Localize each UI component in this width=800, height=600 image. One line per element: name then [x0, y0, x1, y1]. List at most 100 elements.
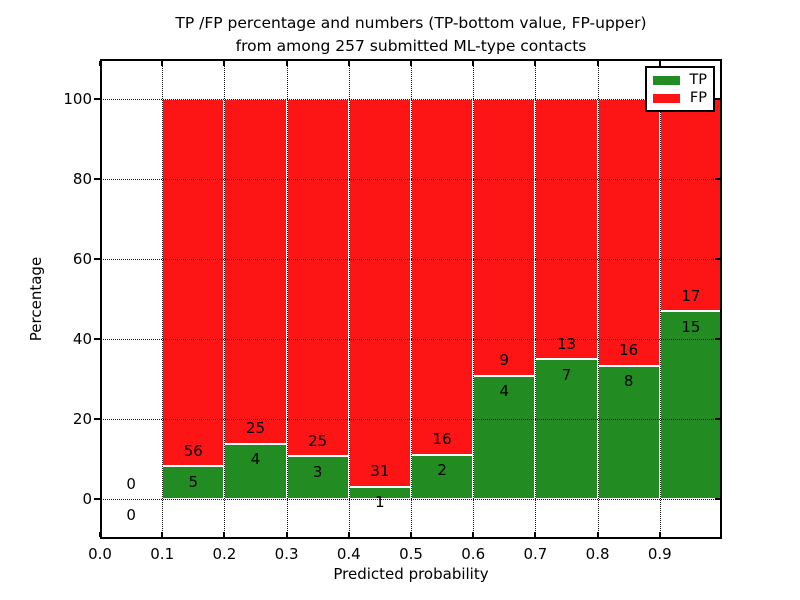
bar-segment-fp — [286, 99, 349, 457]
x-tick-mark-top — [223, 61, 226, 66]
x-tick-mark-bottom — [99, 532, 101, 537]
x-tick-mark-top — [596, 61, 599, 66]
bar-count-label-fp: 16 — [619, 341, 639, 360]
x-tick-mark-bottom — [161, 532, 164, 537]
bar-count-label-fp: 0 — [126, 474, 136, 493]
bar-count-label-fp: 9 — [499, 351, 510, 370]
x-tick-mark-top — [99, 61, 101, 66]
bar-count-label-fp: 13 — [556, 334, 577, 353]
x-tick-label: 0.0 — [88, 545, 112, 563]
bar-count-label-fp: 25 — [308, 431, 328, 450]
bar-count-label-tp: 5 — [188, 472, 199, 491]
x-tick-mark-bottom — [285, 532, 288, 537]
bar-segment-fp — [162, 99, 225, 467]
gridline-x — [659, 59, 661, 539]
x-tick-mark-top — [658, 61, 661, 66]
bar-count-label-tp: 7 — [561, 365, 572, 384]
legend-swatch-fp-icon — [653, 93, 680, 103]
chart-title: TP /FP percentage and numbers (TP-bottom… — [100, 12, 722, 58]
gridline-x — [473, 59, 475, 539]
legend-entry-fp: FP — [653, 90, 707, 106]
x-tick-label: 0.9 — [647, 545, 672, 563]
y-tick-mark-left — [94, 498, 100, 500]
bar-segment-tp — [411, 454, 474, 499]
bar-count-label-fp: 17 — [681, 286, 701, 305]
x-tick-mark-bottom — [472, 532, 475, 537]
chart-title-line2: from among 257 submitted ML-type contact… — [235, 37, 587, 55]
x-axis-label: Predicted probability — [333, 565, 489, 583]
x-tick-mark-top — [410, 61, 412, 66]
gridline-x — [535, 59, 537, 539]
legend: TP FP — [645, 66, 715, 112]
legend-label-tp: TP — [689, 72, 707, 88]
gridline-x — [411, 59, 412, 539]
bar-segment-tp — [597, 365, 660, 499]
x-tick-mark-top — [534, 61, 537, 66]
x-tick-mark-bottom — [410, 532, 412, 537]
legend-label-fp: FP — [689, 90, 707, 106]
y-tick-mark-left — [94, 178, 100, 180]
bar-segment-fp — [411, 99, 474, 455]
x-tick-label: 0.5 — [399, 545, 423, 563]
gridline-x — [224, 59, 226, 539]
bar-segment-fp — [659, 99, 722, 312]
legend-swatch-tp-icon — [653, 75, 680, 85]
bar-count-label-tp: 1 — [375, 493, 385, 512]
gridline-x — [286, 59, 288, 539]
x-tick-mark-bottom — [658, 532, 661, 537]
y-tick-mark-right — [715, 338, 720, 340]
gridline-x — [162, 59, 164, 539]
y-tick-mark-right — [715, 258, 720, 260]
bar-segment-fp — [348, 99, 411, 487]
x-tick-label: 0.7 — [523, 545, 548, 563]
x-tick-label: 0.2 — [212, 545, 237, 563]
plot-area — [94, 59, 722, 539]
bar-count-label-tp: 15 — [681, 317, 701, 336]
x-tick-mark-bottom — [347, 532, 350, 537]
bar-count-label-tp: 4 — [250, 450, 261, 469]
y-tick-mark-right — [715, 418, 720, 420]
x-tick-mark-top — [285, 61, 288, 66]
bar-count-label-fp: 25 — [245, 419, 266, 438]
y-tick-mark-right — [715, 498, 720, 500]
bar-count-label-fp: 16 — [432, 430, 452, 449]
gridline-x — [597, 59, 599, 539]
bar-segment-fp — [473, 99, 536, 376]
y-tick-mark-left — [94, 338, 100, 340]
chart-title-line1: TP /FP percentage and numbers (TP-bottom… — [175, 14, 647, 32]
y-tick-label: 60 — [72, 250, 92, 268]
legend-entry-tp: TP — [653, 72, 707, 88]
y-tick-mark-right — [715, 178, 720, 180]
y-tick-label: 40 — [72, 330, 92, 348]
bar-count-label-tp: 0 — [126, 505, 136, 524]
bar-count-label-tp: 8 — [623, 372, 634, 391]
bar-segment-fp — [597, 99, 660, 366]
bar-count-label-fp: 31 — [370, 462, 390, 481]
gridline-x — [348, 59, 350, 539]
bar-count-label-tp: 4 — [499, 382, 510, 401]
x-tick-label: 0.1 — [150, 545, 175, 563]
y-tick-label: 20 — [72, 410, 92, 428]
y-tick-mark-left — [94, 258, 100, 260]
bar-count-label-tp: 2 — [437, 461, 447, 480]
x-tick-mark-top — [347, 61, 350, 66]
y-tick-mark-right — [715, 98, 720, 100]
y-tick-mark-left — [94, 98, 100, 100]
y-tick-mark-left — [94, 418, 100, 420]
x-tick-mark-bottom — [534, 532, 537, 537]
bar-segment-tp — [535, 359, 598, 499]
x-tick-label: 0.8 — [585, 545, 610, 563]
x-tick-label: 0.3 — [274, 545, 299, 563]
y-tick-label: 0 — [82, 490, 92, 508]
bar-count-label-fp: 56 — [183, 441, 203, 460]
bar-count-label-tp: 3 — [312, 462, 323, 481]
x-tick-mark-bottom — [223, 532, 226, 537]
x-tick-mark-bottom — [596, 532, 599, 537]
bar-segment-fp — [224, 99, 287, 444]
x-tick-label: 0.4 — [336, 545, 361, 563]
x-tick-label: 0.6 — [461, 545, 486, 563]
y-tick-label: 80 — [72, 170, 92, 188]
bar-segment-tp — [473, 375, 536, 499]
bar-segment-fp — [535, 99, 598, 359]
